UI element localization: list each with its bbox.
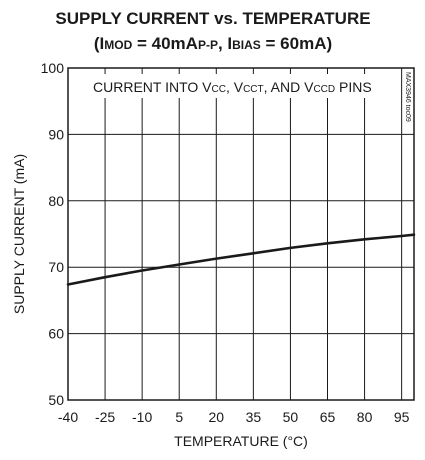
- y-tick-label: 50: [48, 392, 64, 408]
- text-run: CCT: [243, 84, 264, 95]
- plot-frame: [67, 67, 415, 401]
- y-tick-label: 80: [48, 193, 64, 209]
- text-run: MOD: [104, 38, 132, 52]
- figure-id-watermark: MAX3946 toc09: [404, 72, 411, 122]
- series-line: [66, 233, 416, 286]
- x-tick-label: 5: [175, 409, 183, 425]
- x-tick-label: -40: [58, 409, 78, 425]
- text-run: CCD: [313, 84, 335, 95]
- annotation-background: [86, 74, 398, 98]
- text-run: BIAS: [232, 38, 261, 52]
- annotation-text: CURRENT INTO VCC, VCCT, AND VCCD PINS: [93, 79, 372, 95]
- text-run: , V: [226, 79, 244, 95]
- x-tick-label: 80: [357, 409, 373, 425]
- x-tick-labels: -40 -25 -10 5 20 35 50 65 80 95: [58, 409, 410, 425]
- y-tick-label: 100: [41, 60, 65, 76]
- x-tick-label: 50: [283, 409, 299, 425]
- x-tick-label: 65: [320, 409, 336, 425]
- chart-title: SUPPLY CURRENT vs. TEMPERATURE (IMOD = 40…: [55, 9, 370, 53]
- x-tick-label: 95: [394, 409, 410, 425]
- grid: [68, 68, 414, 400]
- text-run: = 40mA: [132, 34, 198, 53]
- y-axis-label: SUPPLY CURRENT (mA): [11, 154, 27, 314]
- y-tick-label: 70: [48, 259, 64, 275]
- text-run: P-P: [198, 38, 218, 52]
- chart-title-line1: SUPPLY CURRENT vs. TEMPERATURE: [55, 9, 370, 28]
- chart-title-line2: (IMOD = 40mAP-P, IBIAS = 60mA): [94, 34, 332, 53]
- annotation-label: CURRENT INTO VCC, VCCT, AND VCCD PINS: [86, 74, 398, 98]
- x-tick-label: -10: [132, 409, 152, 425]
- text-run: , AND V: [264, 79, 314, 95]
- x-tick-label: -25: [95, 409, 115, 425]
- x-tick-label: 35: [246, 409, 262, 425]
- text-run: , I: [218, 34, 232, 53]
- text-run: PINS: [335, 79, 372, 95]
- x-tick-label: 20: [208, 409, 224, 425]
- text-run: CC: [212, 84, 226, 95]
- y-tick-labels: 50 60 70 80 90 100: [41, 60, 65, 408]
- series-group: [66, 233, 416, 286]
- x-axis-label: TEMPERATURE (°C): [174, 433, 308, 449]
- y-tick-label: 60: [48, 326, 64, 342]
- y-tick-label: 90: [48, 126, 64, 142]
- text-run: = 60mA): [261, 34, 332, 53]
- text-run: (I: [94, 34, 104, 53]
- text-run: CURRENT INTO V: [93, 79, 212, 95]
